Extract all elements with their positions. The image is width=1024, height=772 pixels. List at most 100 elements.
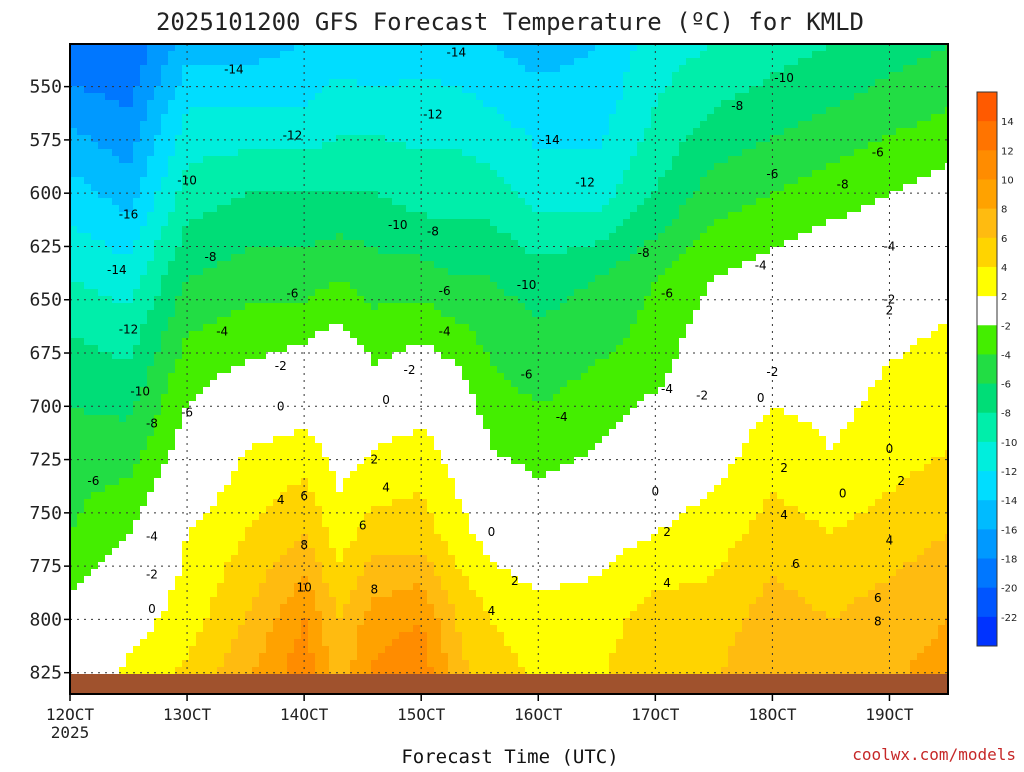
temperature-cell <box>238 128 246 136</box>
temperature-cell <box>161 65 169 73</box>
temperature-cell <box>707 191 715 199</box>
temperature-cell <box>294 226 302 234</box>
temperature-cell <box>112 163 120 171</box>
temperature-cell <box>427 100 435 108</box>
temperature-cell <box>238 212 246 220</box>
temperature-cell <box>532 51 540 59</box>
temperature-cell <box>875 198 883 206</box>
temperature-cell <box>287 135 295 143</box>
temperature-cell <box>861 247 869 255</box>
temperature-cell <box>357 240 365 248</box>
temperature-cell <box>189 100 197 108</box>
temperature-cell <box>245 149 253 157</box>
temperature-cell <box>609 114 617 122</box>
temperature-cell <box>616 149 624 157</box>
temperature-cell <box>238 177 246 185</box>
temperature-cell <box>371 51 379 59</box>
temperature-cell <box>840 156 848 164</box>
temperature-cell <box>224 156 232 164</box>
temperature-cell <box>371 212 379 220</box>
temperature-cell <box>126 310 134 318</box>
temperature-cell <box>679 303 687 311</box>
temperature-cell <box>189 177 197 185</box>
temperature-cell <box>693 289 701 297</box>
temperature-cell <box>371 100 379 108</box>
temperature-cell <box>819 275 827 283</box>
temperature-cell <box>574 198 582 206</box>
temperature-cell <box>392 254 400 262</box>
temperature-cell <box>609 93 617 101</box>
temperature-cell <box>126 149 134 157</box>
temperature-cell <box>826 219 834 227</box>
temperature-cell <box>154 170 162 178</box>
temperature-cell <box>119 121 127 129</box>
temperature-cell <box>469 191 477 199</box>
temperature-cell <box>882 310 890 318</box>
temperature-cell <box>231 275 239 283</box>
temperature-cell <box>371 156 379 164</box>
temperature-cell <box>567 191 575 199</box>
temperature-cell <box>224 289 232 297</box>
temperature-cell <box>161 177 169 185</box>
temperature-cell <box>84 93 92 101</box>
temperature-cell <box>231 268 239 276</box>
temperature-cell <box>238 198 246 206</box>
temperature-cell <box>896 198 904 206</box>
temperature-cell <box>217 317 225 325</box>
temperature-cell <box>875 247 883 255</box>
temperature-cell <box>77 261 85 269</box>
temperature-cell <box>245 44 253 52</box>
temperature-cell <box>217 226 225 234</box>
temperature-cell <box>399 93 407 101</box>
temperature-cell <box>112 198 120 206</box>
temperature-cell <box>539 170 547 178</box>
temperature-cell <box>287 219 295 227</box>
temperature-cell <box>868 170 876 178</box>
temperature-cell <box>315 128 323 136</box>
temperature-cell <box>532 261 540 269</box>
temperature-cell <box>511 184 519 192</box>
temperature-cell <box>784 303 792 311</box>
temperature-cell <box>161 191 169 199</box>
temperature-cell <box>518 107 526 115</box>
temperature-cell <box>497 142 505 150</box>
temperature-cell <box>378 93 386 101</box>
temperature-cell <box>686 254 694 262</box>
temperature-cell <box>910 156 918 164</box>
temperature-cell <box>945 65 948 73</box>
temperature-cell <box>154 240 162 248</box>
temperature-cell <box>763 226 771 234</box>
temperature-cell <box>210 100 218 108</box>
temperature-cell <box>441 156 449 164</box>
temperature-cell <box>182 114 190 122</box>
temperature-cell <box>448 317 456 325</box>
temperature-cell <box>791 149 799 157</box>
temperature-cell <box>714 247 722 255</box>
temperature-cell <box>154 135 162 143</box>
temperature-cell <box>777 65 785 73</box>
temperature-cell <box>364 268 372 276</box>
temperature-cell <box>203 226 211 234</box>
temperature-cell <box>903 107 911 115</box>
temperature-cell <box>434 86 442 94</box>
temperature-cell <box>161 149 169 157</box>
temperature-cell <box>301 114 309 122</box>
temperature-cell <box>280 191 288 199</box>
temperature-cell <box>434 296 442 304</box>
temperature-cell <box>238 58 246 66</box>
temperature-cell <box>98 303 106 311</box>
temperature-cell <box>406 191 414 199</box>
temperature-cell <box>105 275 113 283</box>
temperature-cell <box>525 170 533 178</box>
temperature-cell <box>371 240 379 248</box>
temperature-cell <box>693 261 701 269</box>
temperature-cell <box>679 289 687 297</box>
temperature-cell <box>924 303 932 311</box>
temperature-cell <box>714 254 722 262</box>
temperature-cell <box>308 72 316 80</box>
temperature-cell <box>280 44 288 52</box>
temperature-cell <box>280 317 288 325</box>
temperature-cell <box>224 121 232 129</box>
temperature-cell <box>763 247 771 255</box>
temperature-cell <box>609 79 617 87</box>
